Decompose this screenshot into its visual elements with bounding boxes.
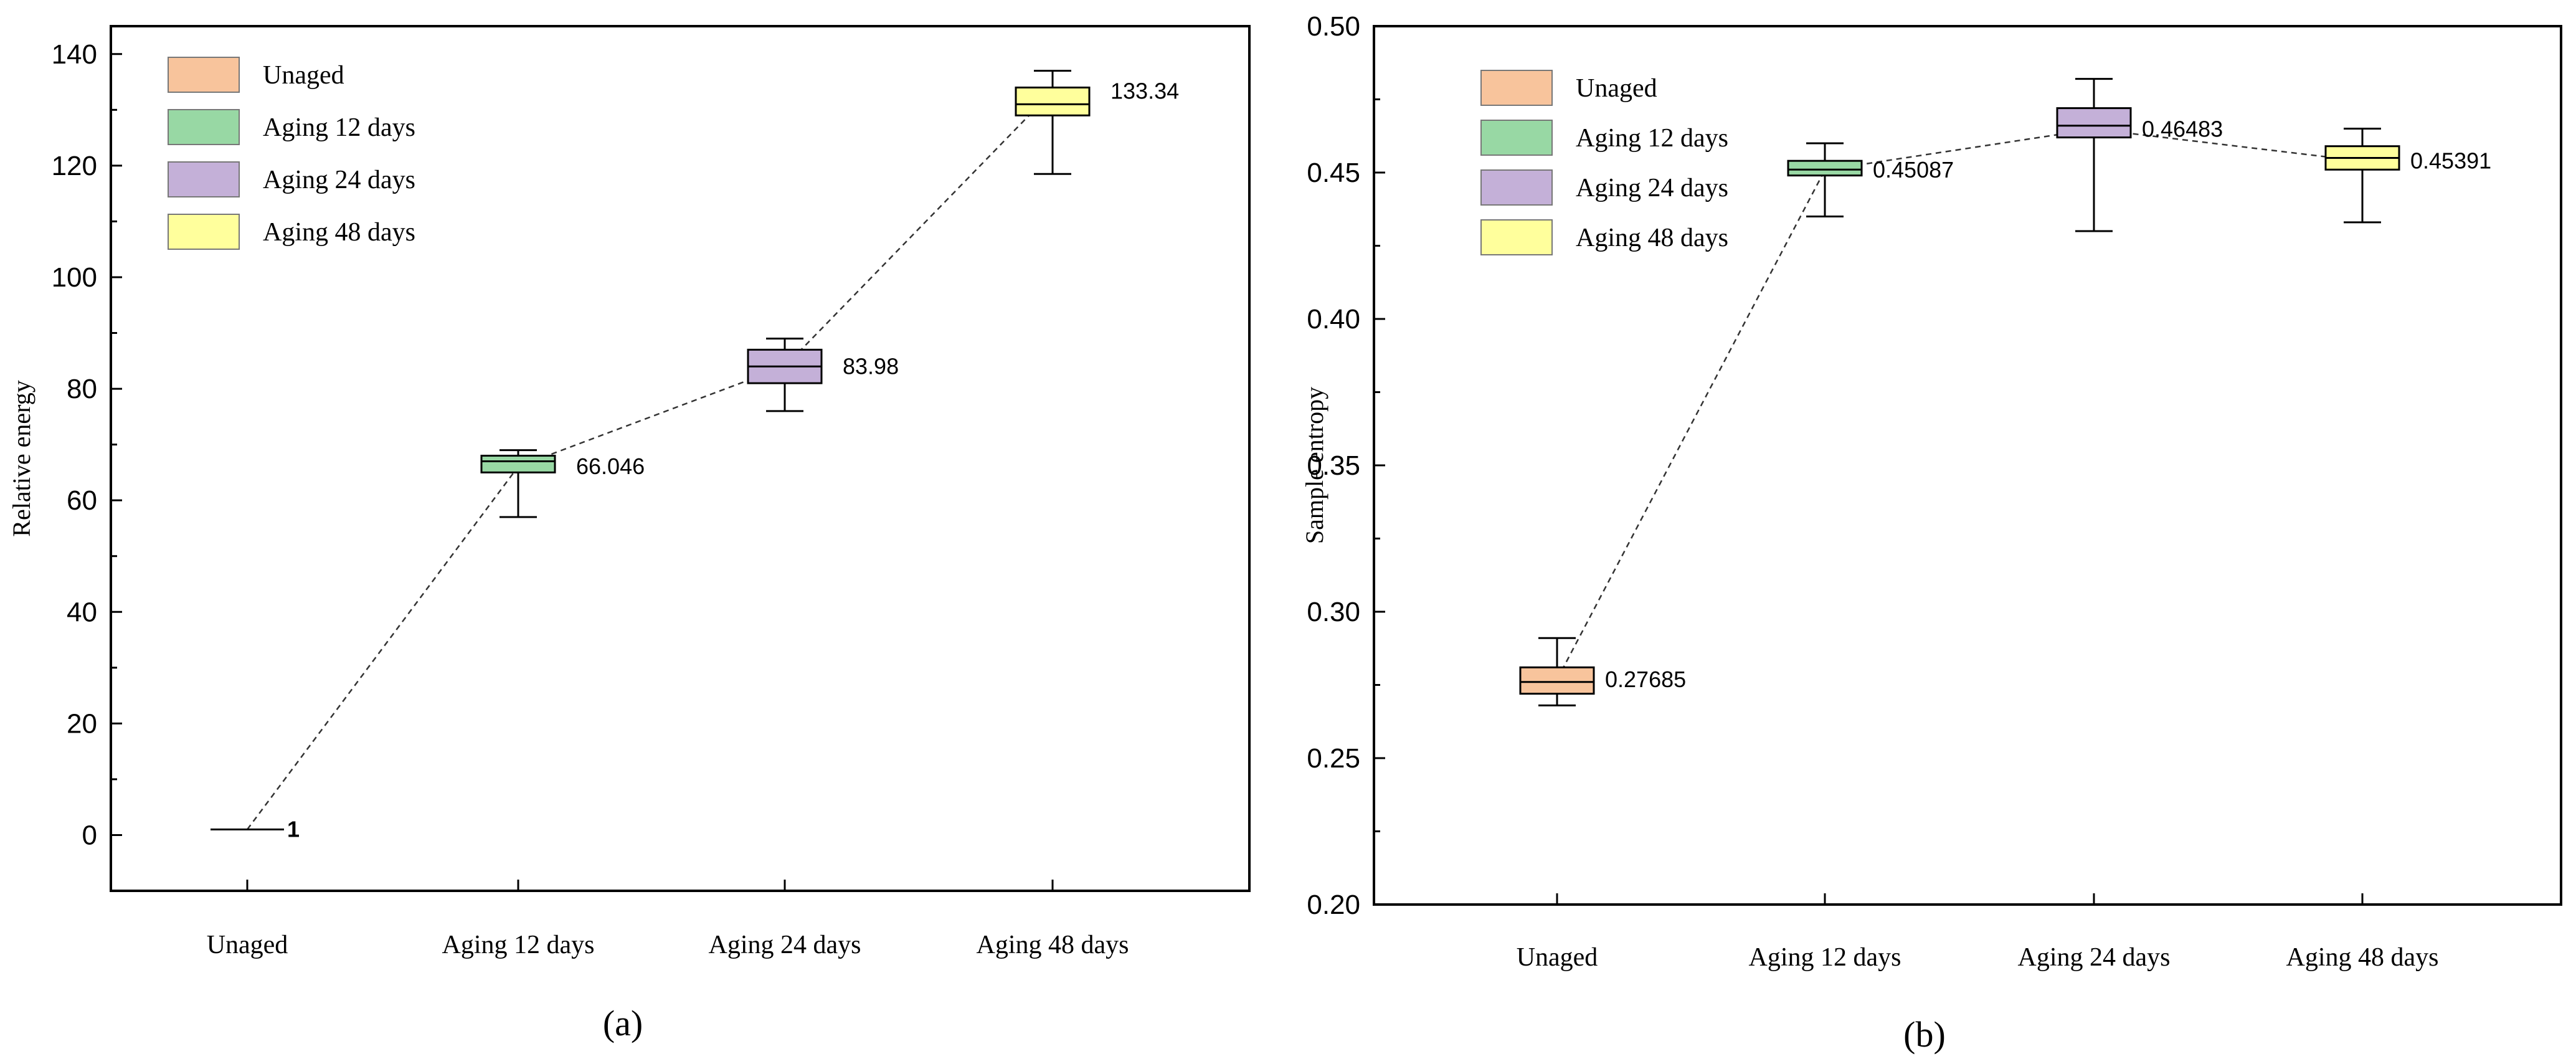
legend-swatch	[1480, 70, 1553, 106]
legend-swatch	[1480, 169, 1553, 206]
iqr-box	[1015, 87, 1091, 116]
x-tick-label: Unaged	[1517, 943, 1598, 972]
y-tick-label: 120	[52, 151, 97, 181]
legend-label: Aging 48 days	[1576, 224, 1728, 252]
panel-label: (a)	[603, 1003, 643, 1043]
y-tick-label: 0.35	[1307, 450, 1360, 481]
x-tick-label: Aging 12 days	[1749, 943, 1901, 972]
plot-frame	[110, 25, 1251, 892]
legend-label: Aging 12 days	[1576, 124, 1728, 153]
iqr-box	[2056, 107, 2132, 139]
chart-a: 0 20 40 60 80 100 120 140 Relative energy Unaged A…	[7, 25, 1251, 1043]
legend: Unaged Aging 12 days Aging 24 days Aging 48…	[168, 57, 415, 250]
x-tick-label: Aging 48 days	[2286, 943, 2439, 972]
legend-label: Aging 48 days	[263, 218, 415, 247]
mean-value-label: 83.98	[843, 353, 899, 379]
x-tick-label: Aging 48 days	[977, 931, 1129, 959]
mean-trend-line	[1556, 128, 2363, 680]
y-tick-label: 0.30	[1307, 597, 1360, 627]
mean-value-label: 0.45391	[2410, 148, 2491, 174]
mean-value-label: 66.046	[576, 454, 645, 479]
iqr-box	[1787, 159, 1863, 177]
mean-value-label: 0.27685	[1605, 667, 1686, 692]
x-tick-label: Aging 24 days	[709, 931, 861, 959]
legend-label: Aging 24 days	[1576, 174, 1728, 202]
panel-label: (b)	[1903, 1014, 1946, 1055]
mean-value-label: 0.45087	[1873, 157, 1954, 183]
box-2: 66.046	[480, 449, 645, 518]
x-tick-label: Aging 24 days	[2018, 943, 2171, 972]
mean-value-label: 133.34	[1110, 78, 1179, 103]
y-tick-label: 20	[67, 708, 97, 739]
box-1: 0.27685	[1519, 637, 1686, 706]
iqr-box	[1519, 666, 1595, 695]
y-tick-label: 0	[82, 820, 97, 850]
y-tick-label: 0.20	[1307, 890, 1360, 920]
y-tick-label: 140	[52, 39, 97, 70]
box-2: 0.45087	[1787, 142, 1954, 217]
legend-swatch	[168, 214, 240, 250]
mean-value-label: 0.46483	[2142, 116, 2223, 141]
legend-swatch	[1480, 219, 1553, 255]
legend: Unaged Aging 12 days Aging 24 days Aging 48…	[1480, 70, 1728, 255]
y-tick-label: 60	[67, 485, 97, 516]
mean-trend-line	[246, 90, 1053, 830]
legend-label: Unaged	[263, 61, 344, 90]
legend-swatch	[1480, 120, 1553, 156]
y-tick-label: 0.25	[1307, 743, 1360, 774]
box-3: 83.98	[747, 337, 899, 412]
y-tick-label: 80	[67, 374, 97, 404]
mean-value-label: 1	[287, 816, 300, 842]
y-tick-label: 0.40	[1307, 304, 1360, 335]
iqr-box	[480, 455, 556, 473]
x-tick-label: Aging 12 days	[442, 931, 595, 959]
legend-swatch	[168, 161, 240, 197]
chart-b: 0.20 0.25 0.30 0.35 0.40 0.45 0.50 Sample entro…	[1300, 11, 2562, 1055]
box-3: 0.46483	[2056, 78, 2223, 232]
x-tick-label: Unaged	[207, 931, 288, 959]
legend-label: Unaged	[1576, 74, 1657, 103]
y-tick-label: 40	[67, 597, 97, 627]
legend-label: Aging 24 days	[263, 166, 415, 194]
legend-swatch	[168, 57, 240, 93]
box-1: 1	[211, 816, 300, 842]
box-4: 0.45391	[2324, 128, 2491, 224]
box-4: 133.34	[1015, 70, 1179, 175]
y-tick-label: 0.45	[1307, 158, 1360, 188]
y-axis-label: Sample entropy	[1300, 387, 1328, 544]
legend-label: Aging 12 days	[263, 113, 415, 142]
legend-swatch	[168, 109, 240, 145]
y-tick-label: 0.50	[1307, 11, 1360, 42]
y-axis-label: Relative energy	[7, 380, 36, 536]
y-tick-label: 100	[52, 262, 97, 293]
